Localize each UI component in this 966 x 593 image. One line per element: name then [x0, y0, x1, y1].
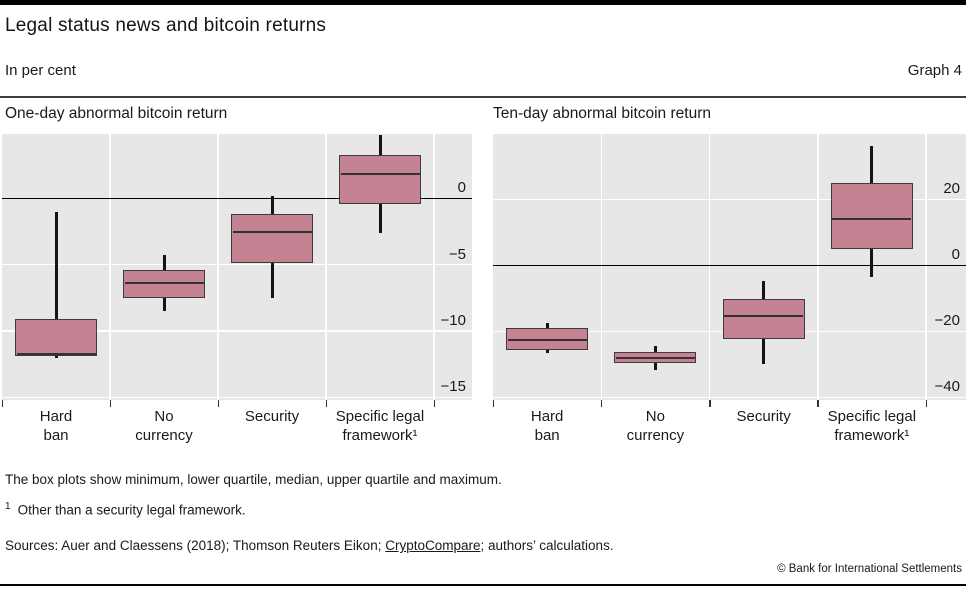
sources-line: Sources: Auer and Claessens (2018); Thom… [5, 538, 614, 553]
x-axis-label: Hard ban [39, 408, 73, 444]
cryptocompare-link[interactable]: CryptoCompare [385, 538, 481, 553]
whisker-line [54, 211, 58, 358]
x-axis-tick [433, 400, 435, 407]
median-line [507, 339, 587, 342]
copyright-notice: © Bank for International Settlements [777, 563, 962, 575]
box [15, 319, 97, 357]
y-axis-tick-label: −10 [440, 312, 466, 329]
plot-background [493, 134, 966, 400]
x-axis-tick [492, 400, 494, 407]
median-line [724, 314, 804, 317]
box [506, 327, 589, 351]
y-axis-tick-label: 0 [951, 246, 960, 264]
footnote-1: 1 Other than a security legal framework. [5, 501, 246, 518]
grid-line-horizontal [493, 396, 966, 399]
footnote-1-marker: 1 [5, 501, 11, 512]
x-axis-tick [325, 400, 327, 407]
box [830, 182, 913, 249]
x-axis-tick [925, 400, 927, 407]
zero-line [493, 264, 966, 267]
x-axis-tick [109, 400, 111, 407]
graph-number: Graph 4 [907, 62, 962, 79]
page-title: Legal status news and bitcoin returns [5, 15, 327, 36]
median-line [615, 357, 695, 360]
x-axis-tick [817, 400, 819, 407]
x-axis-tick [217, 400, 219, 407]
grid-line-vertical [109, 134, 111, 400]
x-axis-tick [1, 400, 3, 407]
grid-line-vertical [817, 134, 819, 400]
box [339, 154, 421, 204]
x-axis-label: Hard ban [530, 408, 564, 444]
grid-line-vertical [600, 134, 602, 400]
x-axis-label: No currency [135, 408, 193, 444]
grid-line-vertical [325, 134, 327, 400]
x-axis-label: Specific legal framework¹ [335, 408, 425, 444]
median-line [16, 353, 96, 356]
footnote-1-text: Other than a security legal framework. [17, 502, 246, 518]
x-axis-label: Security [244, 408, 300, 425]
y-axis-tick-label: 0 [457, 179, 466, 197]
sources-suffix: ; authors’ calculations. [480, 538, 614, 553]
grid-line-horizontal [2, 263, 472, 266]
boxplot-note: The box plots show minimum, lower quarti… [5, 472, 502, 487]
grid-line-horizontal [2, 396, 472, 399]
x-axis-label: Specific legal framework¹ [827, 408, 917, 444]
grid-line-vertical [433, 134, 435, 400]
grid-line-horizontal [2, 330, 472, 332]
grid-line-horizontal [493, 198, 966, 201]
grid-line-vertical [217, 134, 219, 400]
x-axis-tick [600, 400, 603, 407]
y-axis-tick-label: −40 [934, 378, 960, 396]
zero-line [2, 197, 472, 200]
y-axis-tick-label: −20 [934, 312, 960, 330]
x-axis-label: No currency [626, 408, 685, 444]
box [722, 299, 805, 339]
panel-title-ten-day: Ten-day abnormal bitcoin return [493, 105, 711, 122]
median-line [340, 173, 420, 176]
top-rule [0, 0, 966, 5]
y-axis-tick-label: −5 [448, 245, 466, 263]
x-axis-tick [709, 400, 711, 407]
y-axis-tick-label: −15 [440, 378, 466, 396]
grid-line-vertical [925, 134, 927, 400]
bottom-rule [0, 584, 966, 586]
sources-prefix: Sources: Auer and Claessens (2018); Thom… [5, 538, 386, 553]
units-label: In per cent [5, 62, 76, 79]
median-line [124, 282, 204, 285]
box [231, 214, 313, 264]
y-axis-tick-label: 20 [943, 180, 960, 198]
header-rule [0, 96, 966, 98]
x-axis-label: Security [736, 408, 791, 425]
panel-title-one-day: One-day abnormal bitcoin return [5, 105, 228, 122]
median-line [832, 217, 912, 220]
grid-line-vertical [708, 134, 711, 400]
median-line [232, 230, 312, 233]
